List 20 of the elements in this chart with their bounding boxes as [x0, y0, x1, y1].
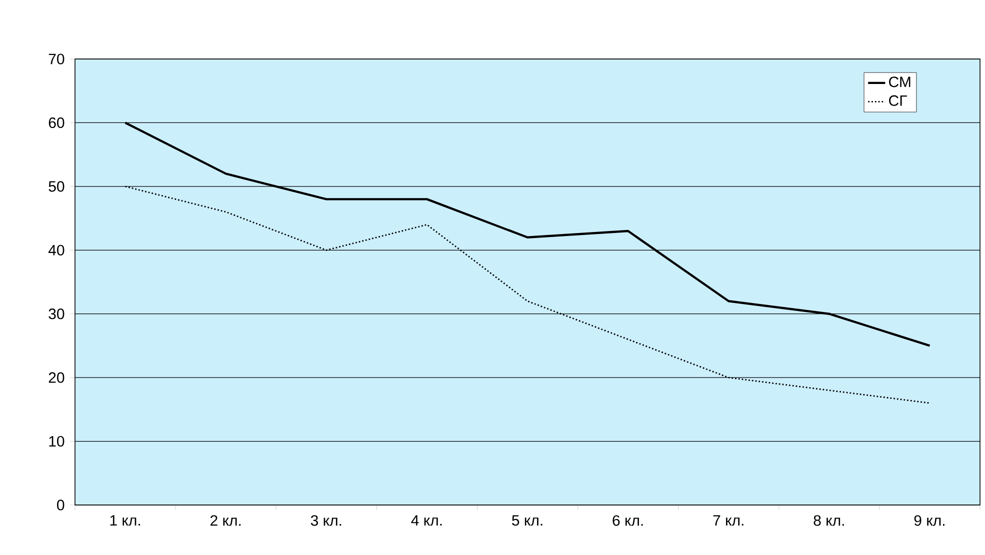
x-tick-label: 2 кл.: [210, 515, 241, 526]
x-tick-label: 8 кл.: [814, 515, 844, 526]
y-tick-label: 10: [49, 436, 64, 447]
x-tick-label: 6 кл.: [612, 515, 643, 526]
x-tick-label: 4 кл.: [411, 515, 442, 526]
x-tick-label: 3 кл.: [310, 515, 342, 526]
y-tick-label: 0: [57, 500, 64, 510]
legend-label: СГ: [889, 95, 907, 106]
y-tick-label: 40: [48, 244, 64, 256]
y-tick-label: 20: [48, 372, 64, 383]
x-tick-label: 7 кл.: [713, 515, 744, 526]
y-tick-label: 50: [48, 181, 64, 192]
x-tick-label: 1 кл.: [110, 515, 140, 526]
y-tick-label: 30: [48, 308, 64, 320]
line-series: [124, 122, 931, 347]
x-tick-label: 5 кл.: [512, 515, 542, 526]
x-tick-label: 9 кл.: [914, 515, 944, 526]
legend-label: СМ: [889, 76, 910, 88]
y-tick-label: 70: [48, 54, 64, 64]
y-tick-label: 60: [48, 117, 64, 128]
